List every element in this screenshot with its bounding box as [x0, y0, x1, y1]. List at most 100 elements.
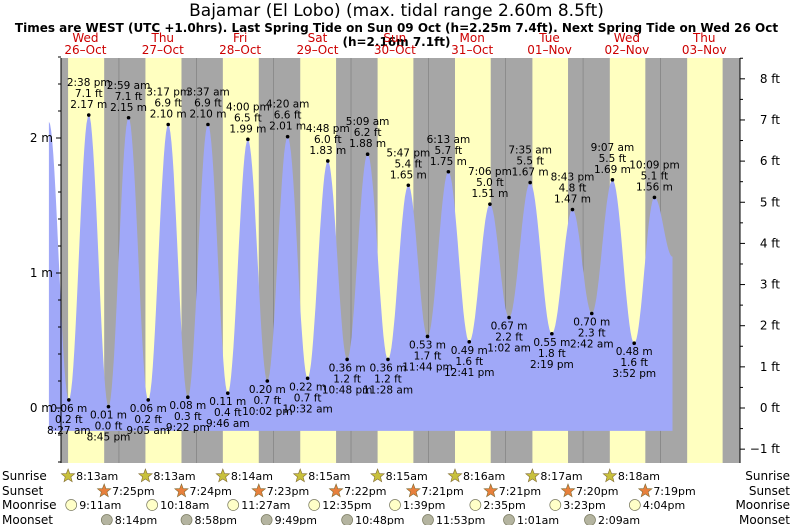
moonrise-time: 2:35pm — [483, 499, 525, 512]
tide-ft-label: 6.5 ft — [234, 112, 262, 124]
day-label-date: 27–Oct — [142, 43, 184, 57]
tide-point — [610, 178, 615, 182]
moonrise-icon — [469, 499, 482, 511]
tide-ft-label: 2.2 ft — [495, 332, 523, 344]
tide-time-label: 2:59 am — [107, 80, 151, 92]
tide-ft-label: 4.8 ft — [559, 183, 587, 195]
moonrise-row-label-right: Moonrise — [735, 498, 790, 512]
moonrise-time: 3:23pm — [563, 499, 605, 512]
tide-point — [488, 202, 492, 206]
tide-m-label: 0.01 m — [90, 410, 127, 422]
sunset-time: 7:24pm — [189, 485, 231, 498]
tide-ft-label: 6.9 ft — [194, 98, 222, 110]
tide-m-label: 2.10 m — [150, 109, 187, 121]
tide-time-label: 9:46 am — [206, 418, 250, 430]
day-label-date: 03–Nov — [682, 43, 727, 57]
sunset-time: 7:21pm — [421, 485, 463, 498]
right-tick-label: 3 ft — [760, 278, 780, 292]
tide-ft-label: 6.2 ft — [354, 127, 382, 139]
tide-point — [126, 115, 131, 120]
sunrise-icon — [215, 468, 231, 483]
moonrise-time: 11:27am — [241, 499, 290, 512]
tide-time-label: 4:20 am — [266, 99, 310, 111]
day-label-date: 01–Nov — [527, 43, 572, 57]
tide-point — [86, 113, 91, 117]
tide-time-label: 8:27 am — [47, 425, 91, 437]
tide-m-label: 1.69 m — [594, 164, 631, 176]
tide-time-label: 1:02 am — [487, 343, 531, 355]
moonset-row-label-left: Moonset — [2, 513, 53, 525]
moonset-time: 1:01am — [517, 514, 559, 525]
sunset-time: 7:21pm — [499, 485, 541, 498]
tide-ft-label: 5.5 ft — [516, 156, 544, 168]
tide-point — [285, 134, 290, 139]
left-tick-label: 1 m — [30, 266, 53, 280]
moonrise-time: 4:04pm — [643, 499, 685, 512]
tide-ft-label: 0.7 ft — [253, 395, 281, 407]
tide-time-label: 9:22 pm — [166, 422, 210, 434]
tide-m-label: 0.22 m — [289, 381, 326, 393]
tide-time-label: 3:17 pm — [146, 87, 190, 99]
tide-point — [206, 122, 210, 127]
tide-point — [570, 207, 575, 212]
right-tick-label: −1 ft — [750, 442, 781, 456]
sunrise-icon — [602, 468, 618, 483]
tide-m-label: 0.11 m — [209, 396, 246, 408]
tide-point — [326, 159, 330, 163]
sunset-row-label-right: Sunset — [749, 484, 790, 498]
tide-point — [225, 391, 230, 395]
tide-time-label: 7:35 am — [508, 145, 552, 157]
tide-time-label: 4:00 pm — [226, 101, 270, 113]
tide-time-label: 9:07 am — [591, 142, 635, 154]
tide-m-label: 0.08 m — [169, 400, 206, 412]
tide-m-label: 0.70 m — [573, 317, 610, 329]
tide-time-label: 4:48 pm — [306, 123, 350, 135]
tide-time-label: 5:09 am — [346, 116, 390, 128]
tide-m-label: 1.56 m — [636, 181, 673, 193]
tide-m-label: 0.49 m — [451, 345, 488, 357]
right-tick-label: 2 ft — [760, 319, 780, 333]
left-tick-label: 2 m — [30, 131, 53, 145]
tide-ft-label: 6.0 ft — [314, 134, 342, 146]
tide-point — [507, 315, 511, 320]
sunset-icon — [483, 483, 499, 498]
tide-m-label: 2.17 m — [70, 99, 107, 111]
moonset-icon — [584, 514, 596, 525]
tide-point — [146, 398, 151, 402]
day-label-dow: Sun — [383, 31, 406, 45]
moonrise-icon — [628, 499, 641, 511]
day-label-dow: Wed — [72, 31, 98, 45]
sunrise-icon — [60, 468, 76, 483]
tide-time-label: 12:41 pm — [444, 367, 495, 379]
tide-time-label: 2:42 am — [570, 339, 614, 351]
day-label-date: 28–Oct — [219, 43, 261, 57]
tide-point — [652, 195, 657, 200]
day-label-date: 02–Nov — [605, 43, 650, 57]
tide-m-label: 2.01 m — [269, 121, 306, 133]
tide-ft-label: 1.2 ft — [374, 373, 402, 385]
moonrise-time: 12:35pm — [322, 499, 371, 512]
tide-point — [265, 379, 270, 383]
day-label-date: 29–Oct — [296, 43, 338, 57]
tide-point — [166, 122, 171, 127]
day-label-dow: Fri — [233, 31, 247, 45]
tide-point — [632, 341, 637, 346]
tide-point — [345, 357, 349, 362]
moonrise-icon — [227, 499, 240, 511]
tide-m-label: 1.65 m — [390, 169, 427, 181]
tide-time-label: 11:28 am — [363, 384, 413, 396]
tide-ft-label: 6.9 ft — [154, 98, 182, 110]
right-tick-label: 7 ft — [760, 113, 780, 127]
sunrise-time: 8:16am — [463, 470, 505, 483]
moonrise-time: 9:11am — [79, 499, 121, 512]
moonrise-icon — [549, 499, 562, 511]
tide-ft-label: 1.7 ft — [414, 350, 442, 362]
tide-time-label: 6:13 am — [427, 134, 471, 146]
tide-time-label: 2:38 pm — [67, 77, 111, 89]
moonset-icon — [503, 514, 515, 525]
tide-labels: 0.06 m0.2 ft8:27 am2:38 pm7.1 ft2.17 m0.… — [47, 77, 680, 444]
sunset-icon — [328, 483, 344, 498]
tide-m-label: 0.36 m — [329, 362, 366, 374]
